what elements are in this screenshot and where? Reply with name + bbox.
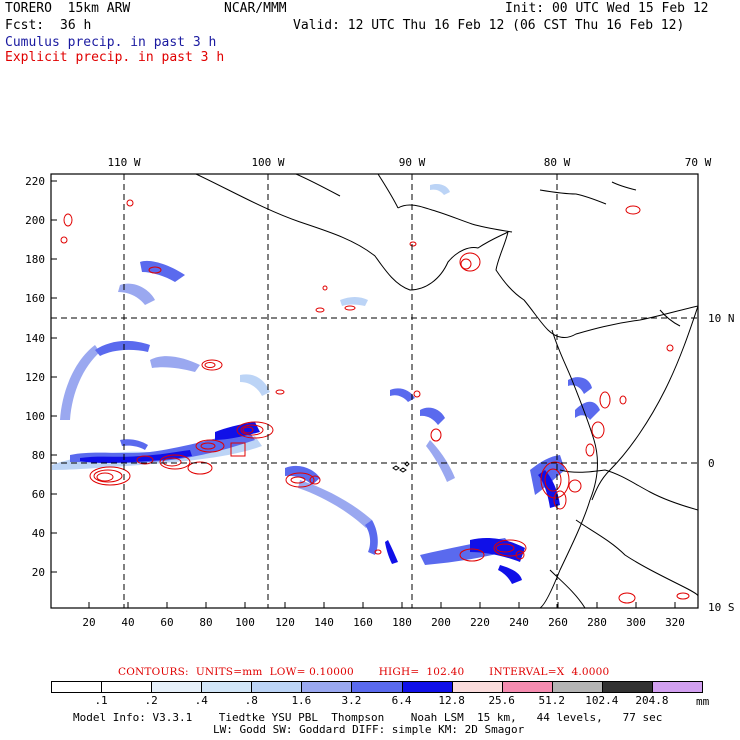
y-tick-label: 20 xyxy=(32,566,45,579)
colorbar-cell xyxy=(551,681,603,693)
colorbar-cell xyxy=(501,681,553,693)
map-frame xyxy=(50,173,699,609)
x-tick-label: 60 xyxy=(160,616,173,629)
contours-low: LOW= 0.10000 xyxy=(269,666,354,678)
colorbar-cell xyxy=(651,681,703,693)
x-tick-label: 240 xyxy=(509,616,529,629)
forecast-label: Fcst: xyxy=(5,18,45,33)
colorbar-label: 6.4 xyxy=(391,694,412,707)
colorbar-cell xyxy=(201,681,253,693)
x-tick-label: 20 xyxy=(82,616,95,629)
y-tick-label: 60 xyxy=(32,488,45,501)
legend-cumulus: Cumulus precip. in past 3 h xyxy=(5,35,217,50)
model-info: Model Info: V3.3.1 Tiedtke YSU PBL Thomp… xyxy=(73,711,663,724)
x-tick-label: 140 xyxy=(314,616,334,629)
colorbar-label: .8 xyxy=(244,694,258,707)
contours-interval: INTERVAL=X 4.0000 xyxy=(489,666,610,678)
colorbar-cell xyxy=(101,681,153,693)
lon-label: 110 W xyxy=(107,156,140,169)
lon-label: 100 W xyxy=(251,156,284,169)
model-title: TORERO 15km ARW xyxy=(5,1,131,16)
lon-label: 90 W xyxy=(399,156,426,169)
lat-label: 10 N xyxy=(708,312,735,325)
physics-info: LW: Godd SW: Goddard DIFF: simple KM: 2D… xyxy=(213,723,525,736)
y-tick-label: 180 xyxy=(25,253,45,266)
x-tick-label: 220 xyxy=(470,616,490,629)
colorbar-label: 12.8 xyxy=(438,694,465,707)
explicit-precip-contours xyxy=(60,199,690,604)
contours-high: HIGH= 102.40 xyxy=(378,666,465,678)
colorbar-label: 3.2 xyxy=(341,694,362,707)
x-tick-label: 80 xyxy=(199,616,212,629)
axis-ticks xyxy=(51,180,676,608)
forecast-hour: 36 h xyxy=(60,18,92,33)
colorbar-label: .1 xyxy=(94,694,108,707)
lon-label: 80 W xyxy=(544,156,571,169)
colorbar-label: 25.6 xyxy=(488,694,515,707)
colorbar-label: 102.4 xyxy=(585,694,619,707)
x-tick-label: 200 xyxy=(431,616,451,629)
x-tick-label: 160 xyxy=(353,616,373,629)
x-tick-label: 180 xyxy=(392,616,412,629)
colorbar-cell xyxy=(151,681,203,693)
y-tick-label: 160 xyxy=(25,292,45,305)
colorbar-label: .4 xyxy=(194,694,208,707)
x-tick-label: 100 xyxy=(235,616,255,629)
colorbar-label: 51.2 xyxy=(538,694,566,707)
y-tick-label: 220 xyxy=(25,175,45,188)
x-tick-label: 280 xyxy=(587,616,607,629)
x-tick-label: 260 xyxy=(548,616,568,629)
colorbar-cell xyxy=(301,681,353,693)
y-tick-label: 40 xyxy=(32,527,45,540)
colorbar-cell xyxy=(351,681,403,693)
cumulus-precip-field xyxy=(52,183,600,584)
legend-explicit: Explicit precip. in past 3 h xyxy=(5,50,225,65)
organization: NCAR/MMM xyxy=(224,1,287,16)
colorbar-cell xyxy=(251,681,303,693)
x-tick-label: 300 xyxy=(626,616,646,629)
y-tick-label: 200 xyxy=(25,214,45,227)
coastlines xyxy=(195,174,698,608)
colorbar-units: mm xyxy=(696,695,710,708)
colorbar-label: 1.6 xyxy=(291,694,312,707)
x-tick-label: 320 xyxy=(665,616,685,629)
contours-title: CONTOURS: xyxy=(118,666,189,678)
x-tick-label: 120 xyxy=(275,616,295,629)
lat-label: 10 S xyxy=(708,601,735,614)
y-tick-label: 140 xyxy=(25,332,45,345)
colorbar-label: 204.8 xyxy=(635,694,669,707)
valid-time: Valid: 12 UTC Thu 16 Feb 12 (06 CST Thu … xyxy=(293,18,685,33)
contours-info: CONTOURS: UNITS=mm LOW= 0.10000 HIGH= 10… xyxy=(118,666,609,678)
colorbar-cell xyxy=(401,681,453,693)
y-tick-label: 100 xyxy=(25,410,45,423)
colorbar-cell xyxy=(451,681,503,693)
y-tick-label: 80 xyxy=(32,449,45,462)
x-tick-label: 40 xyxy=(121,616,134,629)
lat-label: 0 xyxy=(708,457,715,470)
graticule xyxy=(51,174,698,608)
contours-units: UNITS=mm xyxy=(195,666,263,678)
y-tick-label: 120 xyxy=(25,371,45,384)
lon-label: 70 W xyxy=(685,156,712,169)
colorbar-cell xyxy=(601,681,653,693)
colorbar-label: .2 xyxy=(144,694,158,707)
init-time: Init: 00 UTC Wed 15 Feb 12 xyxy=(505,1,709,16)
colorbar-cell xyxy=(51,681,103,693)
